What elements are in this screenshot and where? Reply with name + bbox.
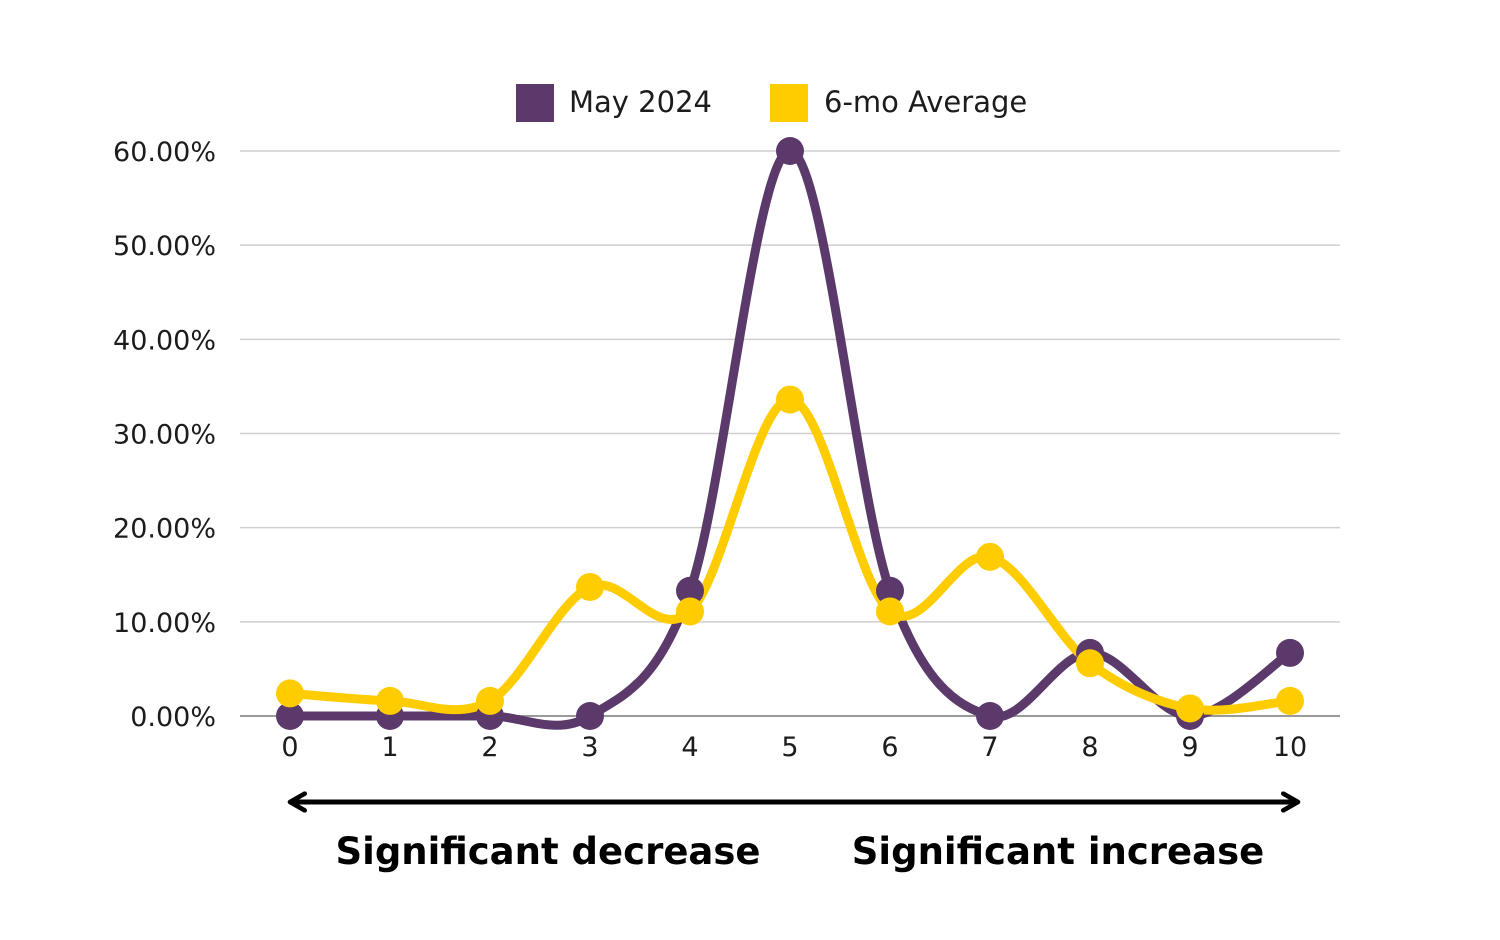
gridlines xyxy=(240,150,1340,717)
series-lines xyxy=(285,146,1295,730)
y-axis-ticks: 0.00% 10.00% 20.00% 30.00% 40.00% 50.00% 60.00… xyxy=(113,137,216,733)
data-point-may-2024-0 xyxy=(276,702,304,730)
data-point-6-mo-average-1 xyxy=(376,686,404,715)
significant-increase-label: Significant increase xyxy=(852,830,1264,873)
legend-label-6-mo-average: 6-mo Average xyxy=(824,85,1027,119)
series-line-6-mo-average xyxy=(285,395,1295,715)
x-tick-label: 10 xyxy=(1273,732,1307,763)
data-point-may-2024-5 xyxy=(776,137,804,165)
legend-swatch-may-2024 xyxy=(516,84,554,122)
series-line-may-2024 xyxy=(285,146,1295,730)
data-point-6-mo-average-4 xyxy=(676,597,704,626)
legend-label-may-2024: May 2024 xyxy=(569,85,712,119)
x-tick-label: 7 xyxy=(981,732,998,763)
data-point-6-mo-average-5 xyxy=(776,385,804,414)
data-point-6-mo-average-3 xyxy=(576,572,604,601)
data-point-6-mo-average-7 xyxy=(976,542,1004,571)
x-tick-label: 2 xyxy=(481,732,498,763)
x-tick-label: 5 xyxy=(781,732,798,763)
data-point-may-2024-7 xyxy=(976,702,1004,730)
data-point-may-2024-10 xyxy=(1276,638,1304,667)
data-point-6-mo-average-2 xyxy=(476,686,504,715)
x-tick-label: 6 xyxy=(881,732,898,763)
x-tick-label: 0 xyxy=(281,732,298,763)
significant-decrease-label: Significant decrease xyxy=(335,830,760,873)
data-point-6-mo-average-9 xyxy=(1176,694,1204,723)
data-point-6-mo-average-10 xyxy=(1276,686,1304,715)
series-points xyxy=(276,137,1304,730)
x-tick-label: 1 xyxy=(381,732,398,763)
data-point-6-mo-average-6 xyxy=(876,597,904,626)
y-tick-label: 50.00% xyxy=(113,231,216,262)
x-tick-label: 8 xyxy=(1081,732,1098,763)
x-tick-label: 9 xyxy=(1181,732,1198,763)
data-point-6-mo-average-0 xyxy=(276,679,304,708)
x-tick-label: 3 xyxy=(581,732,598,763)
y-tick-label: 20.00% xyxy=(113,514,216,545)
legend-swatch-6-mo-average xyxy=(770,84,808,122)
y-tick-label: 0.00% xyxy=(130,702,216,733)
legend: May 2024 6-mo Average xyxy=(516,84,1027,122)
y-tick-label: 40.00% xyxy=(113,325,216,356)
x-tick-label: 4 xyxy=(681,732,698,763)
y-tick-label: 30.00% xyxy=(113,420,216,451)
data-point-6-mo-average-8 xyxy=(1076,649,1104,678)
data-point-may-2024-4 xyxy=(676,576,704,605)
y-tick-label: 60.00% xyxy=(113,137,216,168)
data-point-may-2024-3 xyxy=(576,702,604,730)
y-tick-label: 10.00% xyxy=(113,608,216,639)
data-point-may-2024-6 xyxy=(876,576,904,605)
x-axis-ticks: 0 1 2 3 4 5 6 7 8 9 10 xyxy=(281,732,1307,763)
